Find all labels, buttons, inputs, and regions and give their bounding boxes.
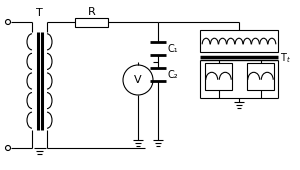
Bar xyxy=(247,63,274,90)
Text: R: R xyxy=(88,7,95,17)
Bar xyxy=(205,63,232,90)
Text: T$_t$: T$_t$ xyxy=(280,52,291,65)
Bar xyxy=(75,18,108,27)
Text: V: V xyxy=(134,75,142,85)
Text: T: T xyxy=(36,8,43,18)
Bar xyxy=(200,30,278,52)
Text: C₂: C₂ xyxy=(168,70,178,80)
Text: C₁: C₁ xyxy=(168,44,178,54)
